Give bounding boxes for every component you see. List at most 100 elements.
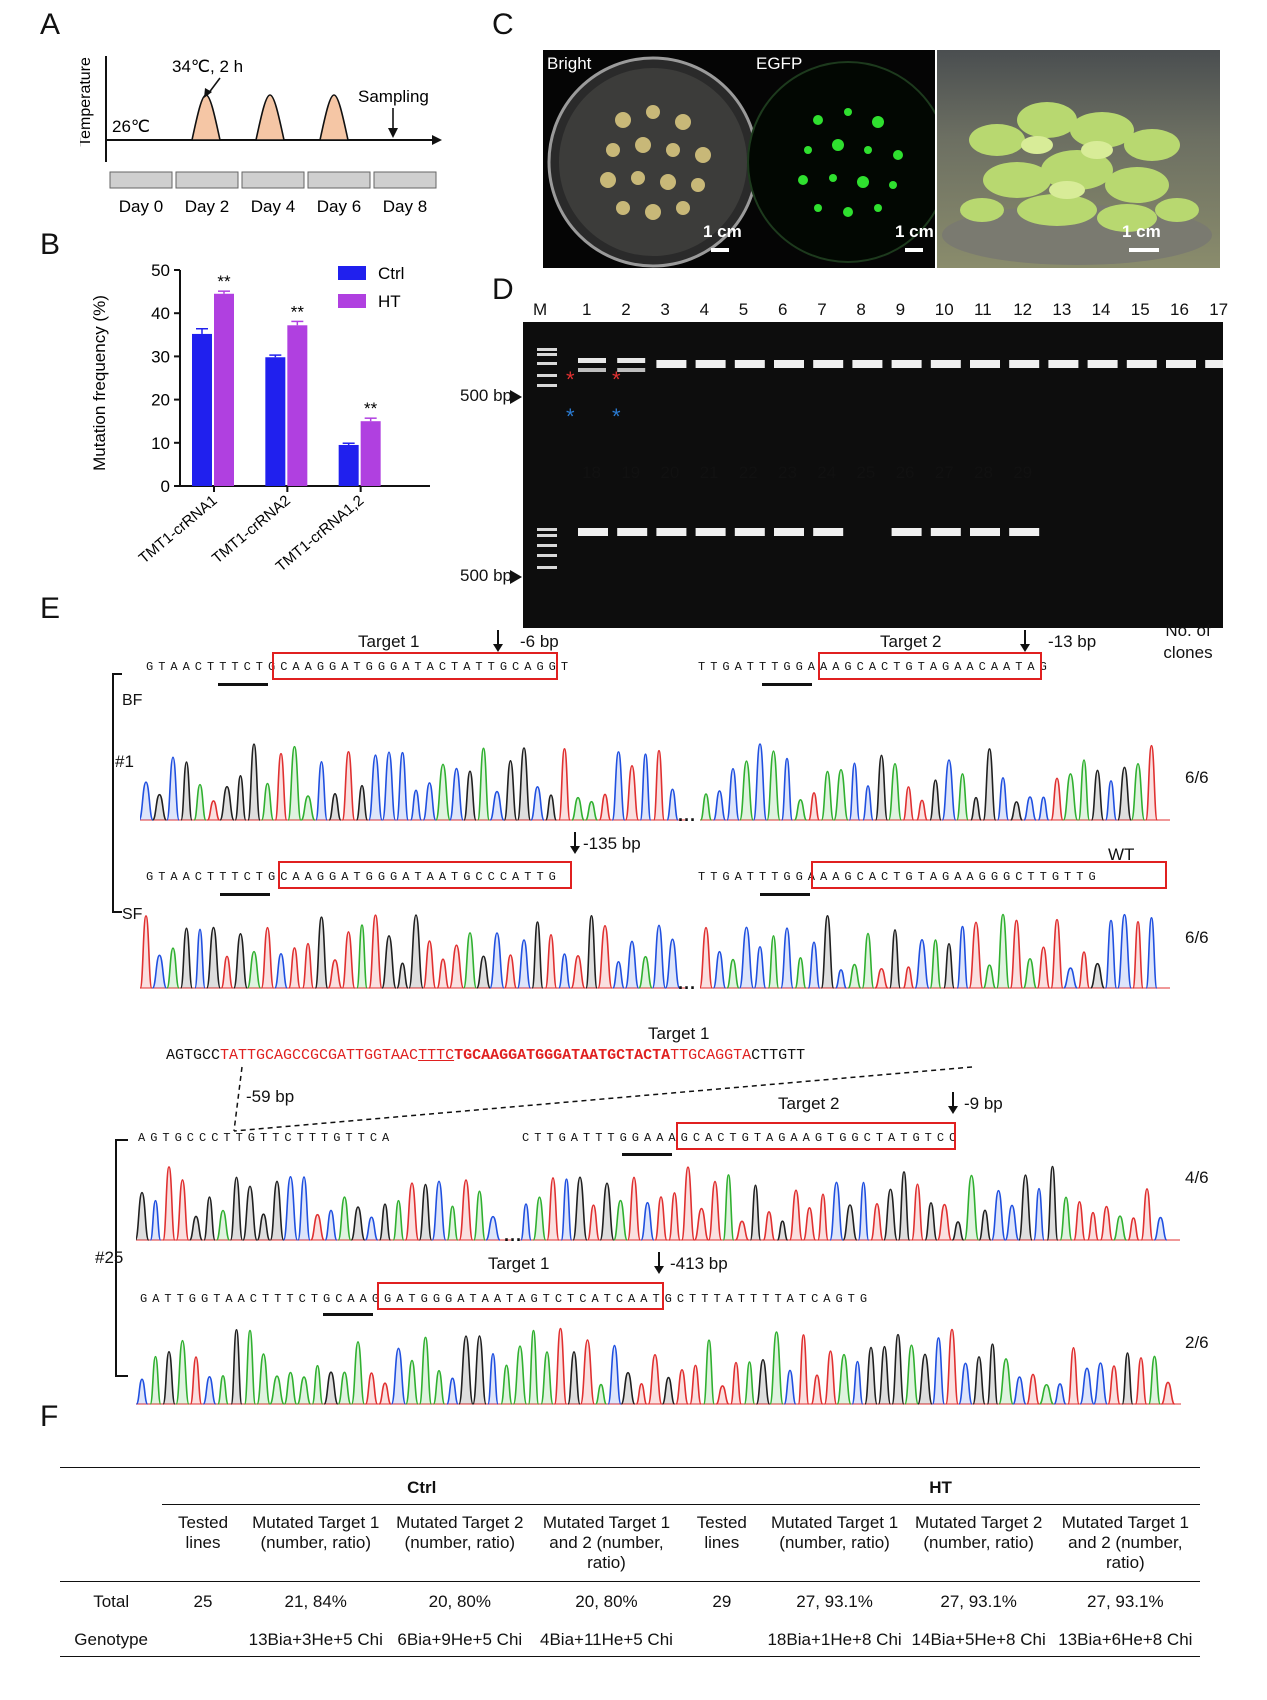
chromatogram-peak <box>584 800 599 821</box>
chromatogram-peak <box>381 935 397 989</box>
chromatogram-peak <box>675 1368 689 1405</box>
heat-pulse-2 <box>255 94 285 141</box>
chromatogram-peak <box>941 759 957 821</box>
sampling-label: Sampling <box>358 87 429 106</box>
chromatogram-peak <box>175 1179 190 1241</box>
chromatogram-peak <box>368 754 383 821</box>
chromatogram-peak <box>418 1336 433 1405</box>
column-header: Tested lines <box>696 1513 747 1552</box>
chromatogram-peak <box>586 1204 601 1241</box>
genotype-table: Ctrl HT Tested lines Mutated Target 1 (n… <box>60 1467 1200 1657</box>
gel-bands <box>537 348 1236 569</box>
heat-pulse-3 <box>319 94 349 141</box>
target-box <box>278 861 572 889</box>
chromatogram-peak <box>664 938 681 989</box>
chromatogram-peak <box>381 751 397 821</box>
day-label: Day 8 <box>383 197 427 216</box>
chromatogram-peak <box>797 1334 810 1405</box>
chromatogram-peak <box>149 1199 162 1241</box>
marker-band <box>537 534 557 537</box>
chromatogram-peak <box>472 1335 487 1405</box>
lane-number: 13 <box>1052 300 1072 319</box>
chromatogram-peak <box>611 751 626 821</box>
chromatogram-peak <box>458 1179 474 1241</box>
lane-number: 12 <box>1013 300 1033 319</box>
legend-label: Ctrl <box>378 264 404 283</box>
chromatogram-peak <box>489 790 505 821</box>
chromatogram-peak <box>594 1383 608 1405</box>
chromatogram-peak <box>463 770 477 821</box>
chromatogram-peak <box>217 1374 229 1405</box>
chromatogram-peak <box>915 799 929 821</box>
chromatogram-peak <box>968 921 984 989</box>
significance-label: ** <box>364 399 378 418</box>
chromatogram-peak <box>877 1345 892 1405</box>
chromatogram-peak <box>356 924 368 989</box>
chromatogram-peak <box>327 959 343 989</box>
chromatogram-peak <box>807 941 821 989</box>
chromatogram-trace <box>136 1166 511 1241</box>
size-marker-label: 500 bp <box>460 386 512 405</box>
group-header-ht: HT <box>681 1467 1200 1505</box>
chromatogram-peak <box>693 1207 710 1241</box>
chromatogram-peak <box>794 956 807 989</box>
chromatogram-peak <box>206 800 221 821</box>
chromatogram-peak <box>780 757 794 821</box>
chromatogram-peak <box>1132 921 1144 989</box>
dna-band <box>774 528 804 536</box>
deletion-label: -135 bp <box>583 834 641 853</box>
chromatogram-peak <box>943 942 955 989</box>
chromatogram-peak <box>755 1359 771 1405</box>
chromatogram-peak <box>647 1354 663 1405</box>
ref-seq-pam: TTTC <box>418 1047 455 1064</box>
chromatogram-peak <box>151 954 168 989</box>
chromatogram-peak <box>395 751 410 821</box>
target2-label: Target 2 <box>778 1094 840 1113</box>
chromatogram-peak <box>516 939 532 989</box>
chromatogram-peak <box>260 782 275 821</box>
dna-band <box>970 360 1000 368</box>
chromatogram-peak <box>1093 1362 1108 1405</box>
pam-underline <box>220 893 270 896</box>
chromatogram-peak <box>929 939 942 989</box>
chromatogram-peak <box>283 1371 298 1405</box>
lane-number: 7 <box>817 300 827 319</box>
chromatogram-peak <box>888 929 902 989</box>
chromatogram-peak <box>219 785 235 821</box>
chromatogram-peak <box>887 763 903 821</box>
clone-label: #1 <box>115 752 134 771</box>
chromatogram-peak <box>700 926 713 989</box>
chromatogram-peak <box>613 1199 628 1241</box>
chromatogram-peak <box>194 928 206 989</box>
chromatogram-peak <box>1117 913 1132 989</box>
dna-band <box>970 528 1000 536</box>
bar <box>360 421 381 486</box>
chromatogram-peak <box>520 1203 532 1241</box>
chromatogram-peak <box>1037 796 1050 821</box>
dna-band <box>891 360 922 368</box>
chromatogram-peak <box>256 1353 271 1405</box>
chromatogram-peak <box>624 940 640 989</box>
chromatogram-peak <box>820 914 835 989</box>
chromatogram-peak <box>788 1189 804 1241</box>
chromatogram-peak <box>532 1196 547 1241</box>
chromatogram-peak <box>446 1377 459 1405</box>
chromatogram-peak <box>422 782 437 821</box>
egfp-label: EGFP <box>756 54 803 73</box>
chromatogram-peak <box>1099 1205 1114 1241</box>
cut-site-arrow-icon <box>493 630 503 652</box>
chromatogram-peak <box>1140 1188 1154 1241</box>
bar <box>338 444 359 486</box>
bf-label: BF <box>122 692 143 709</box>
y-tick-label: 30 <box>151 347 170 366</box>
star-marker: * <box>566 404 575 429</box>
lane-number: 6 <box>778 300 788 319</box>
chromatogram-peak <box>314 916 329 989</box>
chromatogram-peak <box>738 926 755 989</box>
dna-band <box>813 528 844 536</box>
chromatogram-peak <box>847 963 862 989</box>
chromatogram-peak <box>458 1335 474 1405</box>
chromatogram-peak <box>220 955 234 989</box>
bar <box>192 333 212 486</box>
chromatogram-peak <box>848 762 861 821</box>
